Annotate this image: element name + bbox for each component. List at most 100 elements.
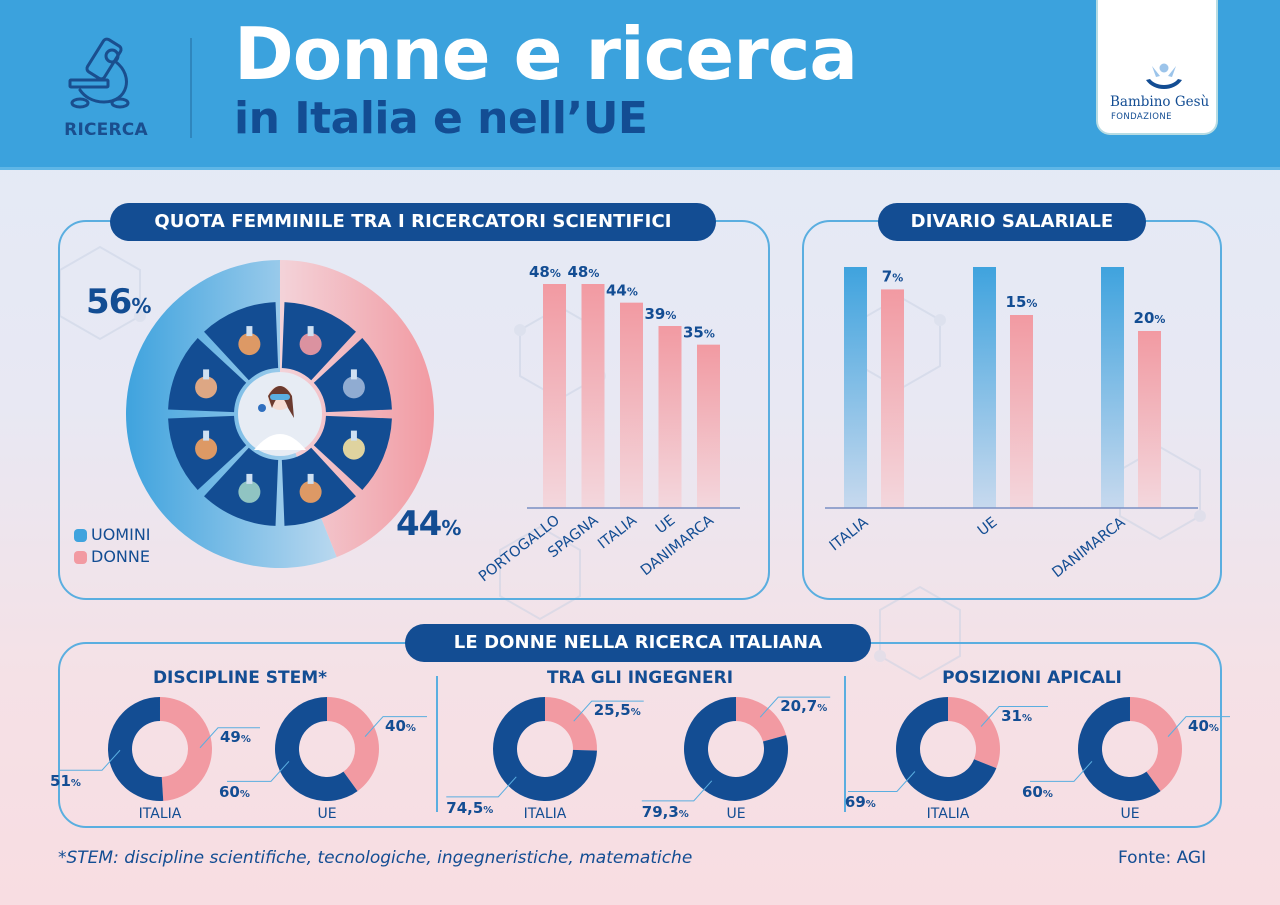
donut-label-men: 74,5% — [446, 798, 494, 817]
donut-label-women: 31% — [1001, 706, 1032, 725]
distillation-icon — [238, 473, 261, 503]
leader-line-men — [60, 749, 121, 771]
donut-slice-men — [275, 697, 358, 801]
donut-slice-women — [160, 697, 213, 801]
donut-slice-men — [896, 697, 997, 801]
logo-subtitle: FONDAZIONE — [1111, 112, 1172, 122]
leader-line-women — [573, 700, 644, 722]
donut-label-men: 69% — [844, 793, 876, 812]
leader-line-men — [848, 771, 916, 792]
x-tick-label: DANIMARCA — [638, 512, 717, 579]
x-tick-label: UE — [975, 515, 1000, 540]
percent-sign: % — [131, 294, 151, 318]
donut-region-label: ITALIA — [523, 806, 567, 822]
donut-label-women: 40% — [1188, 716, 1219, 735]
donut-slice-men — [684, 697, 788, 801]
divario-panel-title: DIVARIO SALARIALE — [878, 203, 1146, 241]
microscope-icon — [68, 37, 130, 109]
leader-lines — [60, 727, 260, 771]
leader-lines — [1030, 716, 1230, 782]
bar-value-label: 48% — [529, 263, 561, 281]
donut-label-women: 40% — [385, 716, 416, 735]
gap-value-label: 20% — [1134, 309, 1166, 327]
scientist-icon — [238, 372, 322, 456]
donut-slice-men — [1078, 697, 1161, 801]
legend-item-women: DONNE — [74, 546, 151, 568]
donut-chart-italia — [493, 697, 597, 801]
donut-slice-men — [493, 697, 597, 801]
logo-name: Bambino Gesù — [1110, 94, 1210, 110]
header-banner: RICERCA Donne e ricerca in Italia e nell… — [0, 0, 1280, 170]
header-divider — [190, 38, 192, 138]
donut-chart-ue — [1078, 697, 1182, 801]
quota-panel-title: QUOTA FEMMINILE TRA I RICERCATORI SCIENT… — [110, 203, 716, 241]
donut-chart-ue — [275, 697, 379, 801]
leader-line-women — [1167, 716, 1230, 737]
donut-label-men: 79,3% — [641, 802, 689, 821]
leader-line-men — [227, 761, 290, 782]
bar-portogallo — [543, 284, 566, 508]
bar-women-ue — [1010, 315, 1033, 508]
donut-label-women: 49% — [219, 727, 251, 746]
leader-lines — [848, 706, 1048, 792]
bar-women-italia — [881, 289, 904, 508]
bar-italia — [620, 302, 643, 508]
donut-chart-italia — [108, 697, 213, 801]
women-share-value: 44 — [396, 504, 442, 544]
flask-icon — [238, 326, 261, 356]
donut-chart-italia — [896, 697, 1000, 801]
leader-line-men — [1030, 761, 1093, 782]
men-share-value: 56 — [86, 282, 132, 322]
bar-value-label: 48% — [568, 263, 600, 281]
leader-lines — [227, 716, 427, 782]
stem-footnote: *STEM: discipline scientifiche, tecnolog… — [58, 848, 693, 868]
microscope-icon — [342, 369, 365, 399]
x-tick-label: DANIMARCA — [1049, 514, 1128, 581]
legend-swatch-women — [74, 550, 87, 564]
bar-danimarca — [697, 344, 720, 508]
leader-line-women — [759, 696, 831, 718]
bar-spagna — [581, 284, 605, 508]
pie-legend: UOMINI DONNE — [74, 524, 151, 568]
gap-value-label: 15% — [1006, 293, 1038, 311]
bar-men-danimarca — [1101, 267, 1124, 508]
donut-chart-ue — [684, 697, 788, 801]
legend-label-men: UOMINI — [91, 525, 151, 544]
donut-slice-women — [1130, 697, 1182, 792]
page-title: Donne e ricerca — [234, 12, 858, 96]
female-share-bar-chart: 48%PORTOGALLO48%SPAGNA44%ITALIA39%UE35%D… — [476, 263, 740, 585]
bar-value-label: 44% — [606, 282, 638, 300]
donut-group-title: DISCIPLINE STEM* — [152, 668, 328, 688]
vials-icon — [195, 369, 218, 399]
percent-sign: % — [441, 516, 461, 540]
section-label: RICERCA — [64, 120, 148, 140]
source-credit: Fonte: AGI — [1118, 848, 1207, 868]
legend-swatch-men — [74, 528, 87, 542]
leader-line-men — [641, 780, 713, 802]
atom-icon — [299, 326, 322, 356]
donut-region-label: UE — [1120, 806, 1140, 822]
gap-value-label: 7% — [882, 267, 903, 285]
background-molecule-pattern — [59, 245, 1206, 681]
bar-ue — [658, 326, 682, 508]
bar-value-label: 35% — [683, 324, 715, 342]
leader-line-men — [446, 776, 517, 798]
leader-line-women — [364, 716, 427, 737]
donut-slice-women — [736, 697, 787, 742]
foundation-logo[interactable]: Bambino Gesù FONDAZIONE — [1096, 0, 1218, 135]
donut-slice-women — [545, 697, 597, 751]
donut-region-label: UE — [726, 806, 746, 822]
legend-label-women: DONNE — [91, 547, 150, 566]
bar-women-danimarca — [1138, 331, 1161, 508]
donut-label-men: 60% — [218, 783, 250, 802]
leader-line-women — [199, 727, 260, 749]
men-share-label: 56% — [86, 282, 151, 322]
logo-hands-icon — [1146, 63, 1182, 89]
page-subtitle: in Italia e nell’UE — [234, 93, 648, 144]
burner-flask-icon — [195, 430, 218, 460]
donut-region-label: UE — [317, 806, 337, 822]
group-divider — [436, 676, 438, 812]
group-divider — [844, 676, 846, 812]
donut-label-men: 51% — [50, 772, 81, 791]
donut-slice-men — [108, 697, 164, 801]
